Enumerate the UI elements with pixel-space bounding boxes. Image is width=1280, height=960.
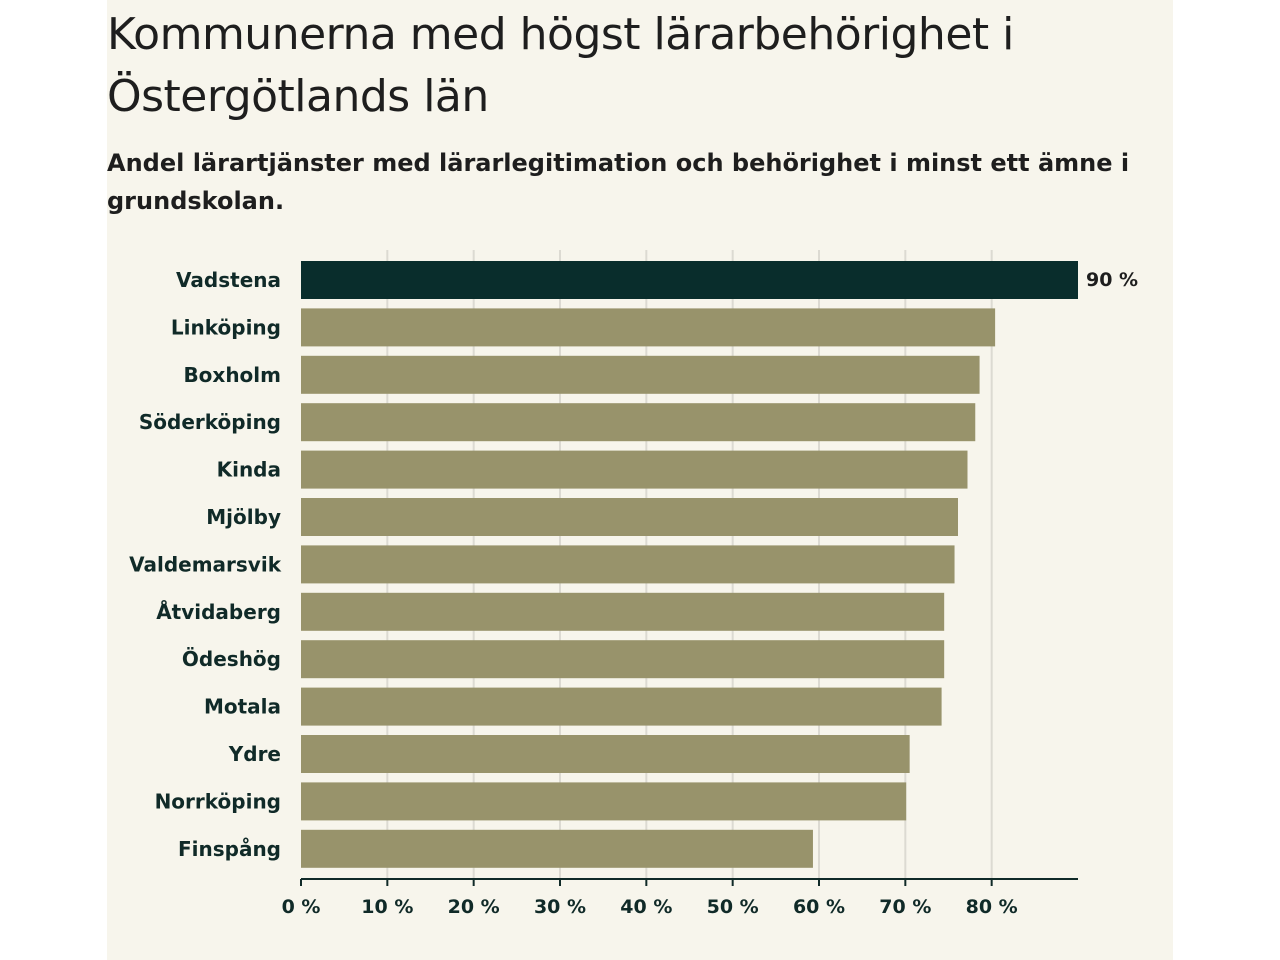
x-tick-label: 30 % (534, 896, 586, 918)
x-tick-label: 80 % (966, 896, 1018, 918)
x-axis: 0 % 10 % 20 % 30 % 40 % 50 % 60 % 70 % 80 % (282, 878, 1078, 918)
bar-motala (301, 687, 942, 726)
x-tick-label: 10 % (361, 896, 413, 918)
data-label: 90 % (1086, 269, 1138, 291)
category-label: Ödeshög (182, 647, 281, 671)
category-label: Norrköping (155, 789, 281, 813)
category-label: Linköping (171, 315, 281, 339)
bar-ydre (301, 735, 910, 773)
bar-boxholm (301, 355, 980, 394)
bar-ödeshög (301, 640, 945, 679)
x-tick-label: 70 % (879, 896, 931, 918)
category-label: Åtvidaberg (156, 600, 281, 624)
bar-valdemarsvik (301, 545, 955, 584)
bars (301, 261, 1078, 868)
chart-card: Kommunerna med högst lärarbehörighet i Ö… (107, 0, 1173, 960)
category-label: Mjölby (206, 505, 281, 529)
x-tick-label: 50 % (707, 896, 759, 918)
chart-title: Kommunerna med högst lärarbehörighet i Ö… (107, 9, 1014, 122)
category-label: Finspång (178, 837, 281, 861)
category-label: Valdemarsvik (129, 552, 282, 576)
category-label: Motala (204, 695, 281, 719)
bar-chart: Vadstena Linköping Boxholm Söderköping Kinda… (129, 250, 1138, 918)
bar-söderköping (301, 403, 976, 442)
bar-mjölby (301, 498, 958, 536)
bar-åtvidaberg (301, 592, 945, 631)
category-label: Söderköping (139, 410, 281, 434)
category-label: Ydre (228, 742, 281, 766)
chart-subtitle: Andel lärartjänster med lärarlegitimatio… (107, 149, 1130, 215)
x-tick-label: 40 % (620, 896, 672, 918)
x-tick-label: 0 % (282, 896, 321, 918)
category-label: Kinda (217, 458, 281, 482)
category-labels: Vadstena Linköping Boxholm Söderköping Kinda… (129, 268, 282, 861)
bar-linköping (301, 308, 996, 347)
bar-norrköping (301, 782, 907, 821)
category-label: Boxholm (183, 363, 281, 387)
category-label: Vadstena (176, 268, 281, 292)
x-tick-label: 60 % (793, 896, 845, 918)
x-tick-label: 20 % (448, 896, 500, 918)
bar-finspång (301, 829, 813, 868)
data-labels: 90 % (1086, 269, 1138, 291)
bar-kinda (301, 450, 968, 489)
bar-vadstena (301, 261, 1078, 299)
